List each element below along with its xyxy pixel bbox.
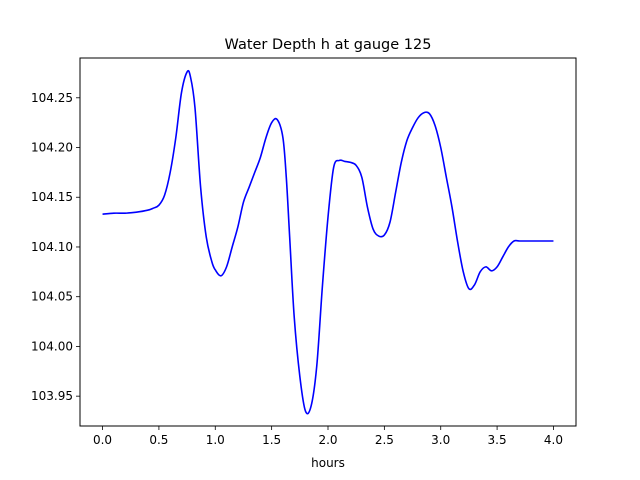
x-tick-label: 3.0: [431, 433, 450, 447]
x-tick-label: 1.5: [262, 433, 281, 447]
x-tick-label: 2.0: [318, 433, 337, 447]
y-tick-label: 103.95: [31, 389, 73, 403]
series-line: [102, 69, 554, 415]
y-tick-label: 104.20: [31, 141, 73, 155]
y-tick-label: 104.25: [31, 91, 73, 105]
plot-area: [102, 69, 554, 415]
x-tick-label: 1.0: [206, 433, 225, 447]
x-axis-label: hours: [311, 456, 345, 470]
x-axis-ticks: 0.0 0.5 1.0 1.5 2.0 2.5 3.0 3.5 4.0: [93, 426, 563, 447]
x-tick-label: 3.5: [488, 433, 507, 447]
x-tick-label: 0.0: [93, 433, 112, 447]
x-tick-label: 4.0: [544, 433, 563, 447]
y-tick-label: 104.00: [31, 339, 73, 353]
x-tick-label: 2.5: [375, 433, 394, 447]
y-tick-label: 104.15: [31, 190, 73, 204]
x-tick-label: 0.5: [149, 433, 168, 447]
y-axis-ticks: 103.95 104.00 104.05 104.10 104.15 104.20 104.…: [31, 91, 80, 403]
axes-frame: [79, 57, 577, 427]
chart-title: Water Depth h at gauge 125: [225, 37, 432, 53]
y-tick-label: 104.10: [31, 240, 73, 254]
y-tick-label: 104.05: [31, 290, 73, 304]
